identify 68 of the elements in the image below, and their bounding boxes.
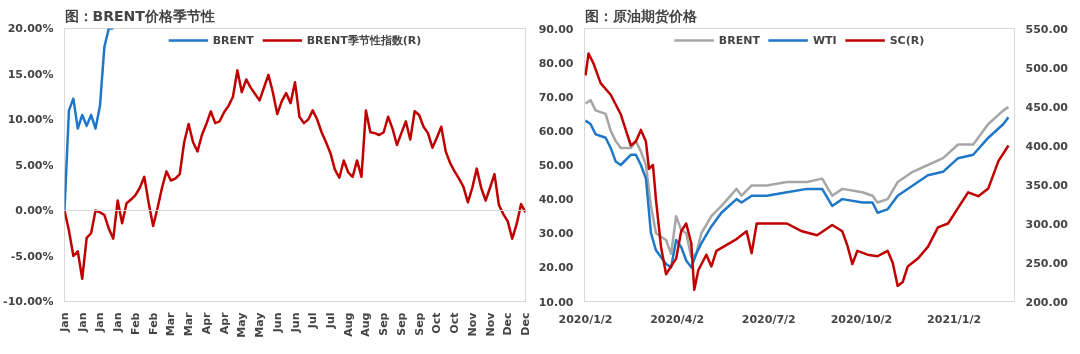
x-tick-label: Jul bbox=[323, 312, 337, 330]
x-tick-label: 2020/7/2 bbox=[741, 312, 796, 326]
x-tick-label: Nov bbox=[465, 311, 479, 337]
x-tick-label: Jun bbox=[270, 312, 284, 334]
x-tick-label: Sep bbox=[377, 312, 391, 336]
x-tick-label: Aug bbox=[359, 312, 373, 337]
x-tick-label: Jan bbox=[75, 312, 89, 333]
x-tick-label: Jul bbox=[306, 312, 320, 330]
legend-label: WTI bbox=[812, 33, 837, 47]
line-series bbox=[584, 98, 1010, 259]
x-tick-label: Dec bbox=[519, 312, 532, 336]
x-tick-label: Apr bbox=[199, 311, 213, 335]
y-tick-label: -10.00% bbox=[3, 295, 54, 308]
y-tick-label: 10.00 bbox=[538, 295, 574, 309]
x-tick-label: Jan bbox=[111, 312, 125, 333]
y2-tick-label: 350.00 bbox=[1025, 178, 1069, 192]
line-series bbox=[584, 115, 1010, 269]
line-series bbox=[64, 69, 526, 280]
y-tick-label: 70.00 bbox=[538, 90, 574, 104]
x-tick-label: 2020/4/2 bbox=[650, 312, 705, 326]
x-tick-label: Oct bbox=[448, 312, 462, 334]
y-tick-label: 20.00% bbox=[7, 22, 54, 35]
x-tick-label: Sep bbox=[412, 312, 426, 336]
x-tick-label: Dec bbox=[501, 312, 515, 336]
x-tick-label: May bbox=[253, 312, 267, 338]
y-tick-label: 20.00 bbox=[538, 261, 574, 275]
x-tick-label: Sep bbox=[394, 312, 408, 336]
y-tick-label: 60.00 bbox=[538, 124, 574, 138]
x-tick-label: Aug bbox=[341, 312, 355, 337]
chart-title: 图：BRENT价格季节性 bbox=[64, 7, 215, 24]
x-tick-label: Jan bbox=[58, 312, 71, 333]
x-tick-label: 2020/1/2 bbox=[558, 312, 613, 326]
x-tick-label: Mar bbox=[182, 311, 196, 337]
y2-tick-label: 400.00 bbox=[1025, 139, 1069, 153]
y2-tick-label: 450.00 bbox=[1025, 100, 1069, 114]
line-series bbox=[64, 28, 115, 212]
x-tick-label: Feb bbox=[146, 312, 160, 335]
x-tick-label: 2021/1/2 bbox=[927, 312, 982, 326]
y-tick-label: 10.00% bbox=[7, 113, 54, 126]
y-tick-label: 90.00 bbox=[538, 22, 574, 36]
y-tick-label: 15.00% bbox=[7, 67, 54, 81]
y-tick-label: 5.00% bbox=[15, 158, 54, 172]
x-tick-label: Oct bbox=[430, 312, 444, 334]
x-tick-label: Nov bbox=[483, 311, 497, 337]
line-series bbox=[584, 52, 1010, 292]
x-tick-label: Mar bbox=[164, 311, 178, 337]
x-tick-label: Jan bbox=[93, 312, 107, 333]
legend-label: SC(R) bbox=[889, 33, 925, 47]
y-tick-label: -5.00% bbox=[10, 249, 54, 263]
y2-tick-label: 300.00 bbox=[1025, 217, 1069, 231]
y-tick-label: 30.00 bbox=[538, 227, 574, 241]
y2-tick-label: 500.00 bbox=[1025, 61, 1069, 75]
y2-tick-label: 550.00 bbox=[1025, 22, 1069, 36]
legend-label: BRENT季节性指数(R) bbox=[306, 32, 422, 48]
x-tick-label: Apr bbox=[217, 311, 231, 335]
x-tick-label: Jun bbox=[288, 312, 302, 334]
y2-tick-label: 250.00 bbox=[1025, 256, 1069, 270]
x-tick-label: May bbox=[235, 312, 249, 338]
chart-title: 图：原油期货价格 bbox=[584, 7, 698, 24]
y2-tick-label: 200.00 bbox=[1025, 295, 1069, 309]
x-tick-label: Feb bbox=[128, 312, 142, 335]
y-tick-label: 80.00 bbox=[538, 56, 574, 70]
y-tick-label: 0.00% bbox=[15, 204, 54, 217]
x-tick-label: 2020/10/2 bbox=[830, 312, 893, 326]
legend-label: BRENT bbox=[718, 33, 760, 47]
legend-label: BRENT bbox=[212, 33, 254, 47]
y-tick-label: 40.00 bbox=[538, 193, 574, 207]
y-tick-label: 50.00 bbox=[538, 159, 574, 172]
